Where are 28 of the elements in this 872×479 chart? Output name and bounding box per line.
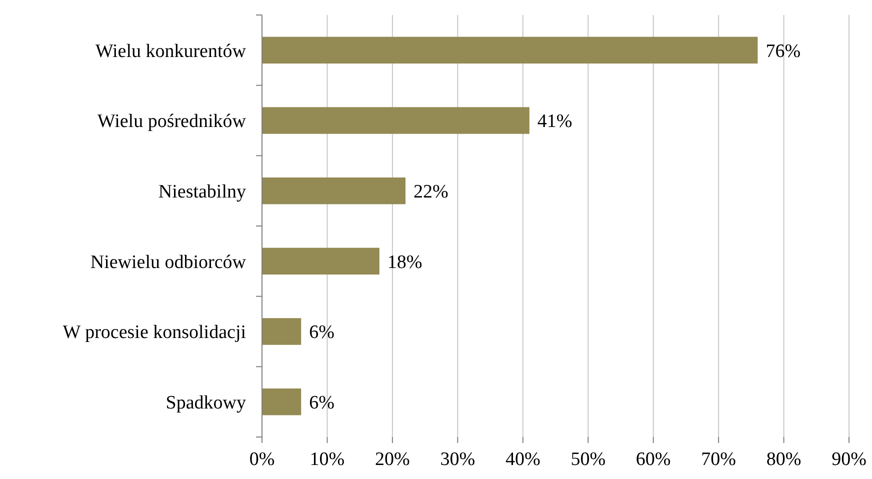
y-tick-label: Wielu pośredników xyxy=(97,111,246,132)
data-label: 41% xyxy=(537,111,572,132)
x-tick-label: 90% xyxy=(832,449,867,470)
data-label: 22% xyxy=(413,181,448,202)
bar xyxy=(262,388,302,416)
x-tick-label: 70% xyxy=(701,449,736,470)
bar xyxy=(262,107,530,134)
y-tick-label: Wielu konkurentów xyxy=(95,40,246,62)
x-tick-label: 0% xyxy=(249,449,275,470)
x-tick-label: 10% xyxy=(310,449,345,470)
y-tick-label: Spadkowy xyxy=(166,392,246,414)
y-tick-label: Niestabilny xyxy=(158,181,246,202)
bar xyxy=(262,177,406,204)
x-tick-label: 50% xyxy=(570,449,606,470)
x-tick-label: 60% xyxy=(636,449,671,470)
x-tick-label: 40% xyxy=(505,449,540,470)
x-tick-label: 80% xyxy=(766,449,802,470)
data-label: 18% xyxy=(387,252,422,273)
x-tick-label: 20% xyxy=(375,449,410,470)
data-label: 6% xyxy=(309,392,335,414)
x-tick-label: 30% xyxy=(440,449,476,470)
bar xyxy=(262,248,380,275)
bar xyxy=(262,36,758,64)
bar xyxy=(262,318,302,345)
y-tick-label: W procesie konsolidacji xyxy=(62,322,246,344)
y-tick-label: Niewielu odbiorców xyxy=(90,252,246,273)
data-label: 6% xyxy=(309,322,335,344)
data-label: 76% xyxy=(766,40,801,62)
